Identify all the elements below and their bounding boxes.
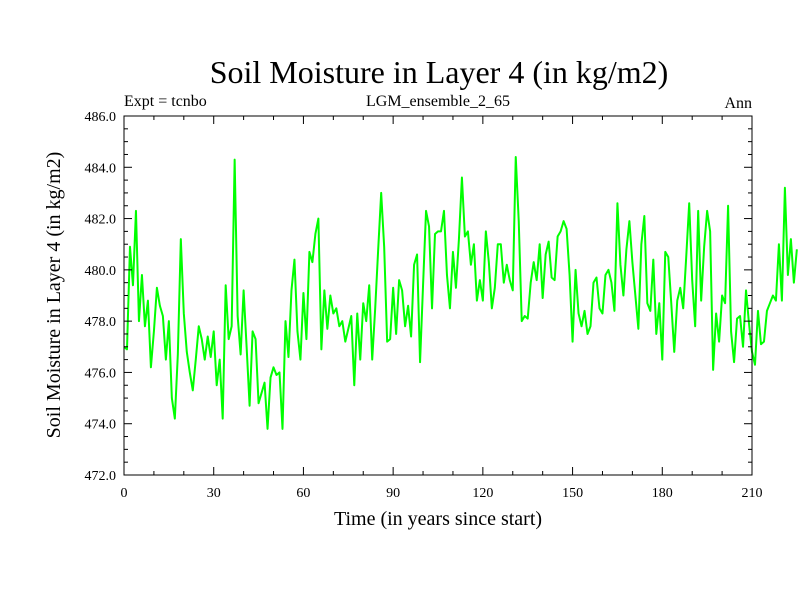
experiment-label: Expt = tcnbo	[124, 93, 207, 110]
x-tick-label: 120	[472, 486, 493, 501]
y-tick-label: 476.0	[85, 366, 117, 381]
x-tick-label: 30	[207, 486, 221, 501]
y-tick-label: 484.0	[85, 161, 117, 176]
x-tick-label: 180	[652, 486, 673, 501]
x-tick-label: 90	[386, 486, 400, 501]
series-line-0	[123, 156, 798, 430]
x-tick-label: 0	[121, 486, 128, 501]
x-axis-label: Time (in years since start)	[334, 508, 542, 530]
x-axis: 0 30 60 90 120 150 180 210	[121, 116, 763, 501]
y-tick-label: 478.0	[85, 315, 117, 330]
plot-area	[123, 156, 798, 430]
ensemble-label: LGM_ensemble_2_65	[366, 93, 510, 110]
y-tick-label: 486.0	[85, 110, 117, 125]
x-tick-label: 210	[742, 486, 763, 501]
y-tick-label: 482.0	[85, 213, 117, 228]
plot-frame	[123, 115, 753, 476]
y-axis-label: Soil Moisture in Layer 4 (in kg/m2)	[43, 152, 65, 439]
period-label: Ann	[724, 95, 752, 112]
y-tick-label: 474.0	[85, 418, 117, 433]
x-tick-label: 150	[562, 486, 583, 501]
y-tick-label: 480.0	[85, 264, 117, 279]
y-axis: 472.0 474.0 476.0 478.0 480.0 482.0 484.0 486.0	[85, 110, 752, 484]
y-tick-label: 472.0	[85, 469, 117, 484]
chart-title: Soil Moisture in Layer 4 (in kg/m2)	[210, 54, 669, 90]
x-tick-label: 60	[296, 486, 310, 501]
